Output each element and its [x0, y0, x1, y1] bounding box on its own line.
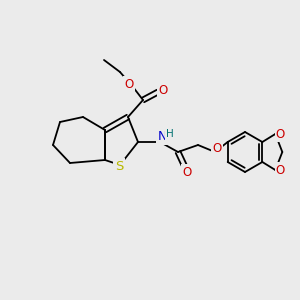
Text: O: O [276, 164, 285, 176]
Text: O: O [124, 77, 134, 91]
Text: S: S [115, 160, 123, 172]
Text: O: O [276, 128, 285, 140]
Text: N: N [157, 130, 167, 143]
Text: H: H [166, 129, 174, 139]
Text: O: O [182, 166, 192, 178]
Text: O: O [158, 85, 168, 98]
Text: O: O [212, 142, 222, 154]
